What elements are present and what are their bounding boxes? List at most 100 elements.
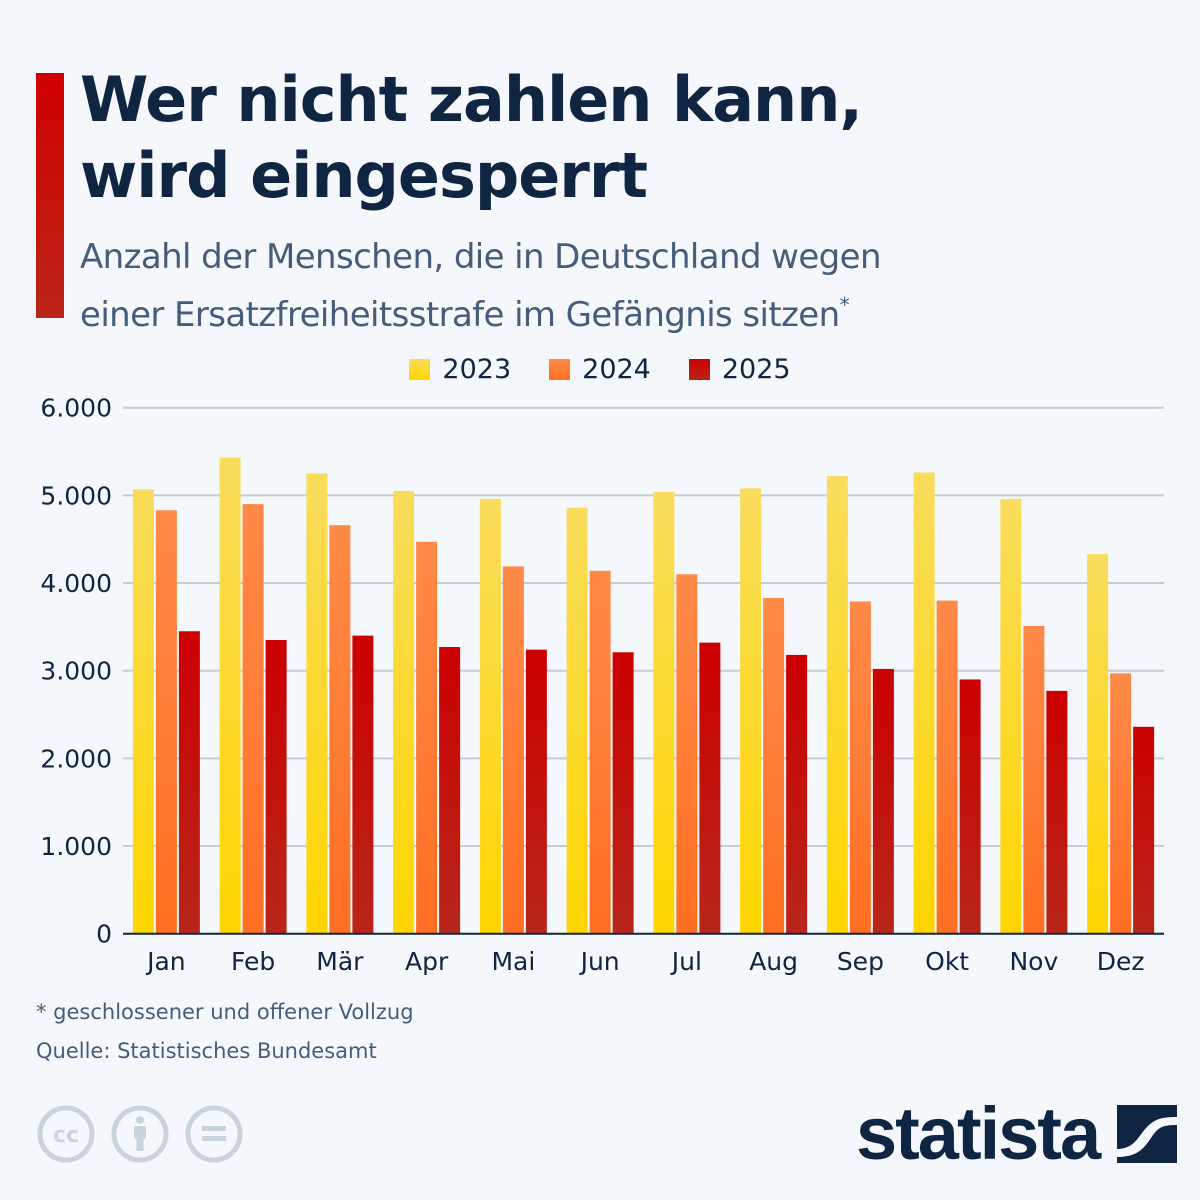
bar-group-dez: Dez 2023: 4330Dez 2024: 2970Dez 2025: 23… [1087, 554, 1155, 934]
bar-group-apr: Apr 2023: 5050Apr 2024: 4470Apr 2025: 32… [393, 490, 461, 934]
legend-swatch-2023 [409, 359, 431, 380]
bar-apr-2023[interactable]: Apr 2023: 5050 [393, 490, 415, 934]
bar-jun-2023[interactable]: Jun 2023: 4860 [566, 507, 588, 934]
source-note: Quelle: Statistisches Bundesamt [36, 1039, 377, 1063]
license-icons: cc [36, 1104, 244, 1164]
x-tick-label: Aug [749, 947, 798, 976]
bar-dez-2024[interactable]: Dez 2024: 2970 [1110, 673, 1132, 934]
x-tick-label: Jul [670, 947, 702, 976]
x-tick-label: Mai [491, 947, 535, 976]
footnote: * geschlossener und offener Vollzug [36, 1000, 414, 1024]
bar-jul-2023[interactable]: Jul 2023: 5040 [653, 491, 675, 934]
bar-group-mai: Mai 2023: 4960Mai 2024: 4190Mai 2025: 32… [479, 498, 547, 934]
bar-group-jul: Jul 2023: 5040Jul 2024: 4100Jul 2025: 33… [653, 491, 721, 934]
bar-group-mär: Mär 2023: 5250Mär 2024: 4660Mär 2025: 34… [306, 473, 374, 934]
bar-dez-2025[interactable]: Dez 2025: 2360 [1133, 726, 1155, 934]
bar-nov-2024[interactable]: Nov 2024: 3510 [1023, 625, 1045, 934]
subtitle-footnote-marker: * [839, 293, 850, 317]
bar-apr-2024[interactable]: Apr 2024: 4470 [416, 541, 438, 934]
bar-okt-2024[interactable]: Okt 2024: 3800 [936, 600, 958, 934]
y-tick-label: 3.000 [40, 657, 112, 686]
bar-okt-2025[interactable]: Okt 2025: 2900 [959, 679, 981, 934]
bar-group-jun: Jun 2023: 4860Jun 2024: 4140Jun 2025: 32… [566, 507, 634, 934]
bar-jun-2024[interactable]: Jun 2024: 4140 [589, 570, 611, 934]
bar-apr-2025[interactable]: Apr 2025: 3270 [439, 647, 461, 934]
y-tick-label: 0 [96, 920, 112, 949]
bar-sep-2024[interactable]: Sep 2024: 3790 [849, 601, 871, 934]
x-tick-label: Apr [405, 947, 449, 976]
attribution-icon[interactable] [110, 1104, 170, 1164]
y-tick-label: 5.000 [40, 481, 112, 510]
bar-mär-2024[interactable]: Mär 2024: 4660 [329, 525, 351, 934]
bar-mai-2024[interactable]: Mai 2024: 4190 [502, 566, 524, 934]
subtitle-line-1: Anzahl der Menschen, die in Deutschland … [80, 237, 882, 277]
bar-nov-2025[interactable]: Nov 2025: 2770 [1046, 690, 1068, 934]
y-tick-label: 4.000 [40, 569, 112, 598]
y-axis-tick-labels: 0 1.000 2.000 3.000 4.000 5.000 6.000 [40, 394, 112, 949]
legend-label-2023: 2023 [442, 354, 512, 385]
gridlines [123, 406, 1164, 848]
bar-feb-2024[interactable]: Feb 2024: 4900 [242, 504, 264, 934]
y-tick-label: 1.000 [40, 832, 112, 861]
x-tick-label: Nov [1009, 947, 1058, 976]
legend-label-2025: 2025 [721, 354, 791, 385]
bar-group-nov: Nov 2023: 4960Nov 2024: 3510Nov 2025: 27… [1000, 498, 1068, 934]
legend-swatch-2025 [688, 359, 710, 380]
bar-chart: 0 1.000 2.000 3.000 4.000 5.000 6.000 Jan 2023… [40, 394, 1164, 976]
statista-logo-icon [1117, 1105, 1178, 1163]
legend-swatch-2024 [549, 359, 571, 380]
bar-mär-2023[interactable]: Mär 2023: 5250 [306, 473, 328, 934]
x-tick-label: Mär [316, 947, 364, 976]
subtitle-line-2: einer Ersatzfreiheitsstrafe im Gefängnis… [80, 295, 840, 335]
svg-text:cc: cc [53, 1123, 79, 1148]
x-tick-label: Feb [231, 947, 275, 976]
bar-aug-2025[interactable]: Aug 2025: 3180 [786, 654, 808, 934]
legend-label-2024: 2024 [582, 354, 651, 385]
bar-okt-2023[interactable]: Okt 2023: 5260 [913, 472, 935, 934]
bar-group-jan: Jan 2023: 5070Jan 2024: 4830Jan 2025: 34… [132, 489, 200, 934]
x-tick-label: Sep [837, 947, 884, 976]
bar-group-aug: Aug 2023: 5080Aug 2024: 3830Aug 2025: 31… [740, 488, 808, 934]
y-tick-label: 6.000 [40, 394, 112, 423]
bar-group-sep: Sep 2023: 5220Sep 2024: 3790Sep 2025: 30… [826, 476, 894, 934]
chart-title: Wer nicht zahlen kann, wird eingesperrt [80, 62, 1080, 214]
x-tick-label: Jun [579, 947, 620, 976]
bar-group-feb: Feb 2023: 5430Feb 2024: 4900Feb 2025: 33… [219, 457, 287, 934]
bar-nov-2023[interactable]: Nov 2023: 4960 [1000, 498, 1022, 934]
legend-item-2023[interactable]: 2023 [409, 354, 511, 385]
bar-feb-2025[interactable]: Feb 2025: 3350 [265, 640, 287, 934]
bar-jan-2023[interactable]: Jan 2023: 5070 [132, 489, 154, 934]
bar-group-okt: Okt 2023: 5260Okt 2024: 3800Okt 2025: 29… [913, 472, 981, 934]
bar-jan-2025[interactable]: Jan 2025: 3450 [178, 631, 200, 934]
bar-jul-2024[interactable]: Jul 2024: 4100 [676, 574, 698, 934]
bar-aug-2024[interactable]: Aug 2024: 3830 [763, 597, 785, 934]
bar-dez-2023[interactable]: Dez 2023: 4330 [1087, 554, 1109, 934]
x-tick-label: Jan [145, 947, 186, 976]
y-tick-label: 2.000 [40, 744, 112, 773]
bar-jul-2025[interactable]: Jul 2025: 3320 [699, 642, 721, 934]
bar-jun-2025[interactable]: Jun 2025: 3210 [612, 652, 634, 934]
bars: Jan 2023: 5070Jan 2024: 4830Jan 2025: 34… [132, 457, 1155, 934]
bar-sep-2025[interactable]: Sep 2025: 3020 [872, 668, 894, 934]
no-derivatives-icon[interactable] [184, 1104, 244, 1164]
bar-feb-2023[interactable]: Feb 2023: 5430 [219, 457, 241, 934]
bar-mär-2025[interactable]: Mär 2025: 3400 [352, 635, 374, 934]
title-line-2: wird eingesperrt [80, 139, 648, 212]
statista-wordmark: statista [856, 1092, 1101, 1175]
bar-sep-2023[interactable]: Sep 2023: 5220 [826, 476, 848, 934]
bar-mai-2023[interactable]: Mai 2023: 4960 [479, 498, 501, 934]
x-axis-tick-labels: Jan Feb Mär Apr Mai Jun Jul Aug Sep Okt Nov Dez [145, 947, 1144, 976]
bar-mai-2025[interactable]: Mai 2025: 3240 [525, 649, 547, 934]
x-tick-label: Okt [925, 947, 969, 976]
legend-item-2024[interactable]: 2024 [549, 354, 651, 385]
cc-icon[interactable]: cc [36, 1104, 96, 1164]
x-tick-label: Dez [1097, 947, 1145, 976]
bar-jan-2024[interactable]: Jan 2024: 4830 [155, 510, 177, 934]
title-line-1: Wer nicht zahlen kann, [80, 63, 863, 136]
legend-item-2025[interactable]: 2025 [688, 354, 791, 385]
statista-logo[interactable]: statista [856, 1092, 1178, 1175]
chart-legend: 2023 2024 2025 [0, 354, 1200, 385]
title-accent-bar [36, 73, 64, 318]
chart-subtitle: Anzahl der Menschen, die in Deutschland … [80, 233, 1080, 339]
bar-aug-2023[interactable]: Aug 2023: 5080 [740, 488, 762, 934]
